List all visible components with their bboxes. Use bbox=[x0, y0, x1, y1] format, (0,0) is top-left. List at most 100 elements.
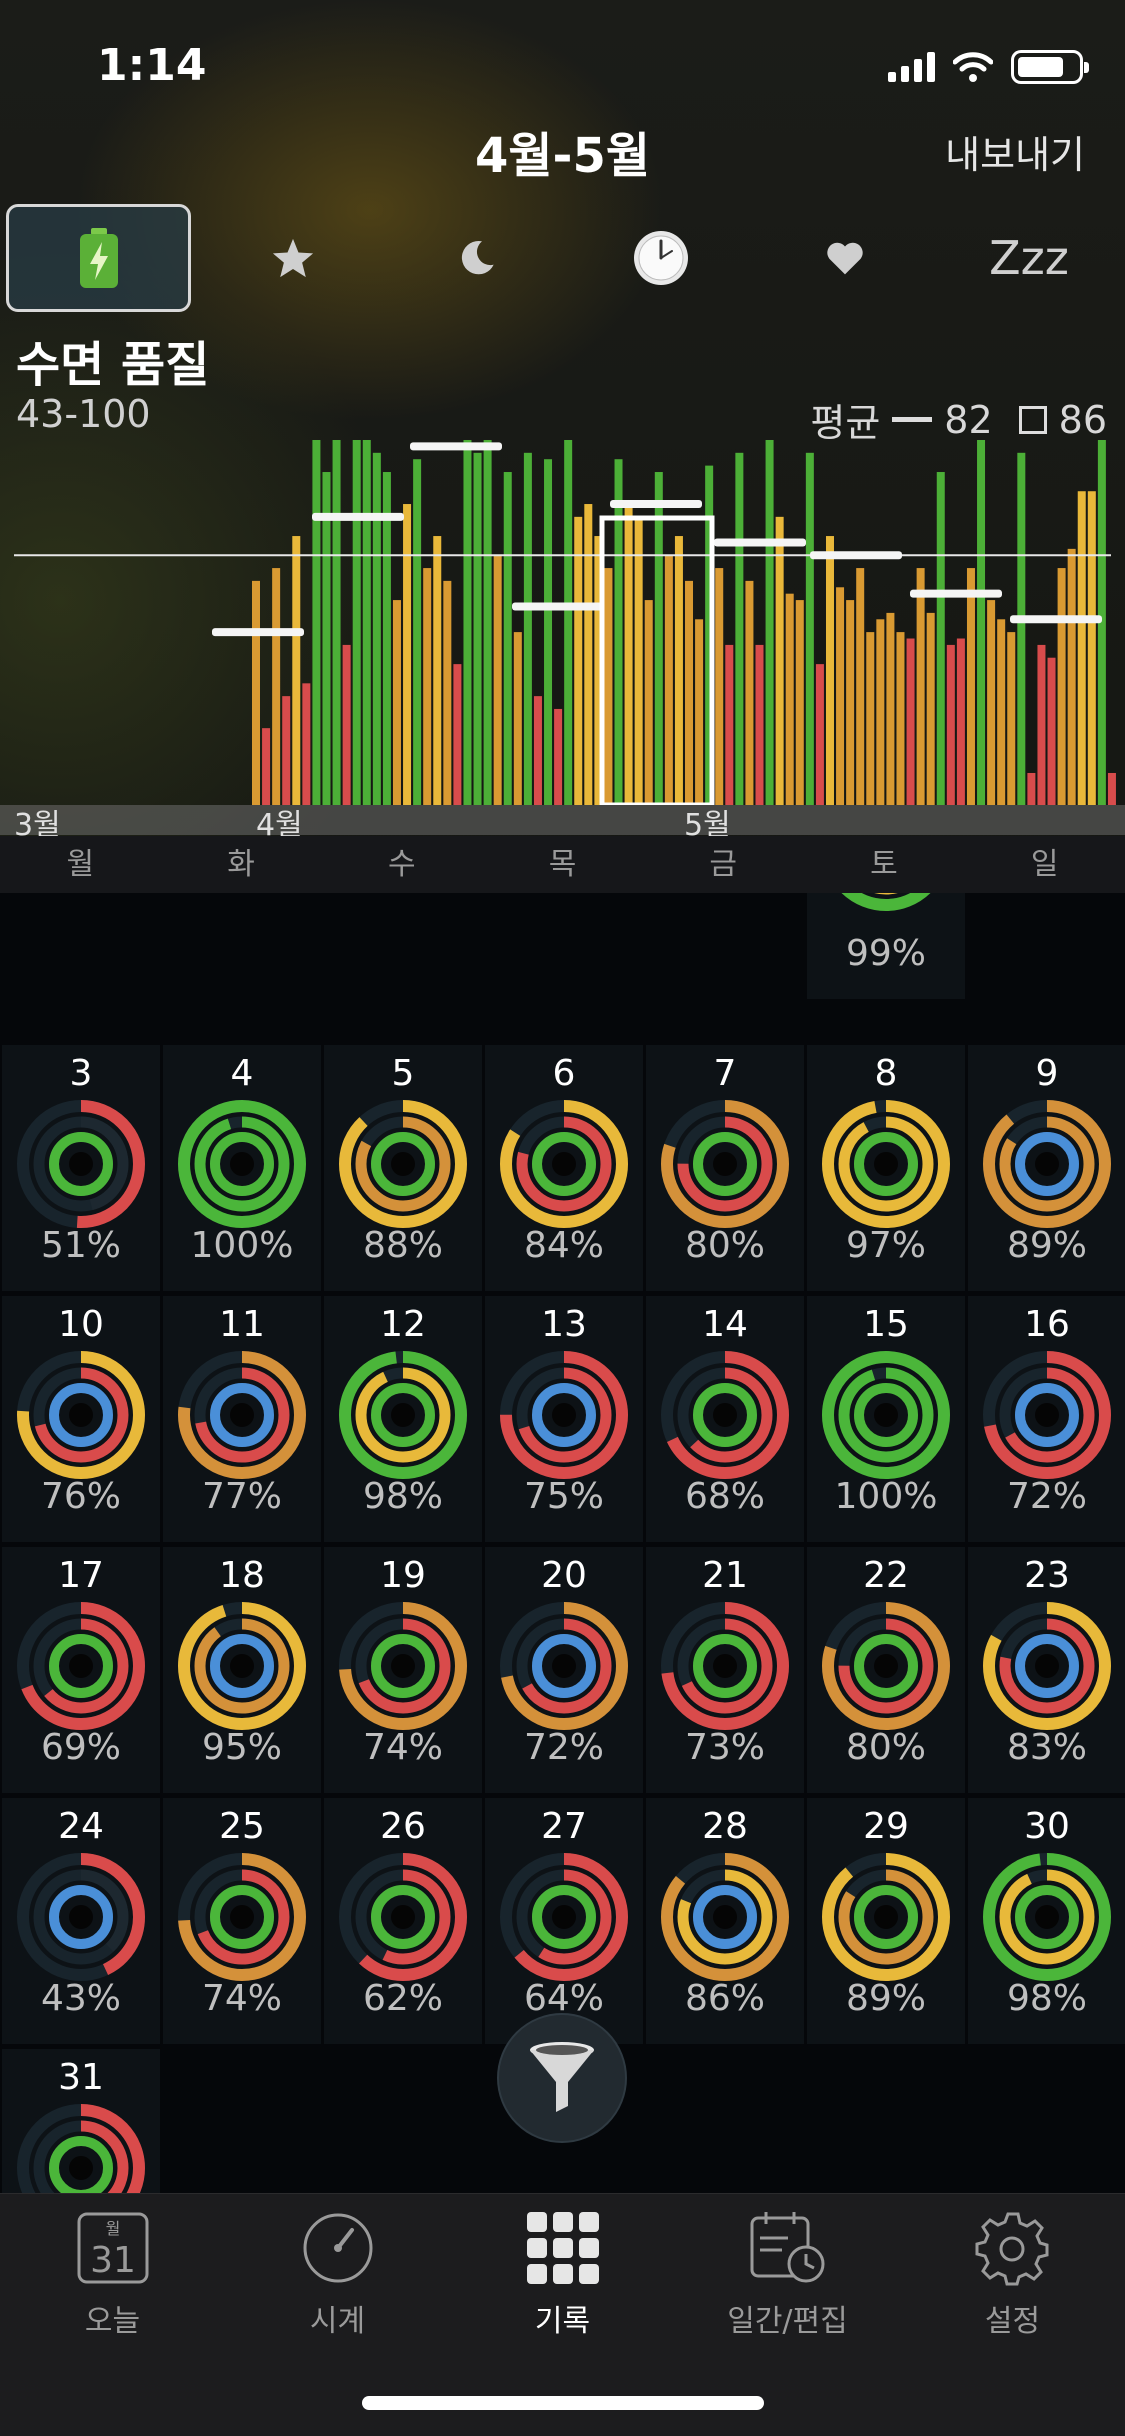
month-strip bbox=[0, 805, 1125, 835]
calendar-day-3[interactable]: 3 51% bbox=[2, 1045, 160, 1291]
tab-sleep-quality[interactable] bbox=[6, 204, 191, 312]
day-percent: 88% bbox=[362, 1225, 443, 1266]
calendar-clock-icon bbox=[750, 2212, 824, 2283]
tab-heart[interactable] bbox=[753, 204, 937, 312]
calendar-day-15[interactable]: 15 100% bbox=[807, 1296, 965, 1542]
calendar-day-2[interactable]: 99% bbox=[807, 893, 965, 999]
tab-daily-edit[interactable]: 일간/편집 bbox=[675, 2210, 900, 2340]
week-average-marker bbox=[610, 500, 702, 509]
day-number: 15 bbox=[863, 1304, 909, 1345]
tab-zzz[interactable]: Zzz bbox=[937, 204, 1121, 312]
chart-bar bbox=[866, 632, 875, 805]
average-box-icon bbox=[1018, 405, 1047, 434]
average-label: 평균 bbox=[810, 401, 881, 445]
calendar-day-13[interactable]: 13 75% bbox=[485, 1296, 643, 1542]
sleep-ring-icon bbox=[983, 1602, 1111, 1730]
calendar-day-27[interactable]: 27 64% bbox=[485, 1798, 643, 2044]
chart-bar bbox=[362, 440, 371, 805]
day-number: 17 bbox=[58, 1555, 104, 1596]
calendar-day-31[interactable]: 31 bbox=[2, 2049, 160, 2193]
calendar-day-16[interactable]: 16 72% bbox=[968, 1296, 1125, 1542]
chart-bar bbox=[755, 644, 764, 805]
chart-bar bbox=[1037, 644, 1046, 805]
day-percent: 77% bbox=[201, 1476, 282, 1517]
chart-bar bbox=[664, 555, 673, 805]
battery-icon bbox=[79, 228, 118, 288]
calendar-day-14[interactable]: 14 68% bbox=[646, 1296, 804, 1542]
chart-bar bbox=[523, 452, 532, 805]
chart-bar bbox=[312, 440, 321, 805]
calendar-day-30[interactable]: 30 98% bbox=[968, 1798, 1125, 2044]
chart-bar bbox=[473, 452, 482, 805]
export-button[interactable]: 내보내기 bbox=[945, 133, 1085, 177]
calendar-day-12[interactable]: 12 98% bbox=[324, 1296, 482, 1542]
tab-label: 설정 bbox=[984, 2304, 1041, 2339]
calendar-day-7[interactable]: 7 80% bbox=[646, 1045, 804, 1291]
calendar-day-29[interactable]: 29 89% bbox=[807, 1798, 965, 2044]
tab-today[interactable]: 월 31 오늘 bbox=[0, 2210, 225, 2340]
chart-bar bbox=[332, 440, 341, 805]
day-number: 3 bbox=[69, 1053, 93, 1094]
calendar-day-17[interactable]: 17 69% bbox=[2, 1547, 160, 1793]
tab-settings[interactable]: 설정 bbox=[900, 2210, 1125, 2340]
calendar-day-10[interactable]: 10 76% bbox=[2, 1296, 160, 1542]
day-percent: 98% bbox=[362, 1476, 443, 1517]
chart-bar bbox=[775, 516, 784, 805]
filter-button[interactable] bbox=[497, 2013, 627, 2143]
calendar-day-18[interactable]: 18 95% bbox=[163, 1547, 321, 1793]
day-number: 4 bbox=[230, 1053, 254, 1094]
calendar-day-4[interactable]: 4 100% bbox=[163, 1045, 321, 1291]
tab-clock-view[interactable]: 시계 bbox=[225, 2210, 450, 2340]
wifi-icon bbox=[953, 52, 993, 82]
chart-bar bbox=[433, 536, 442, 805]
tab-history[interactable]: 기록 bbox=[450, 2210, 675, 2340]
sleep-ring-icon bbox=[661, 1853, 789, 1981]
calendar-day-22[interactable]: 22 80% bbox=[807, 1547, 965, 1793]
day-percent: 76% bbox=[40, 1476, 121, 1517]
chart-bar bbox=[634, 516, 643, 805]
calendar-day-9[interactable]: 9 89% bbox=[968, 1045, 1125, 1291]
calendar-grid: 99% 3 51% 4 100% 5 88% 6 84% 7 80% 8 97% 9 89% 10 76% 11… bbox=[0, 893, 1125, 2193]
day-number: 29 bbox=[863, 1806, 909, 1847]
sleep-quality-chart[interactable] bbox=[0, 430, 1125, 805]
selected-week-box[interactable] bbox=[599, 515, 715, 805]
chart-bar bbox=[1067, 548, 1076, 805]
day-percent: 43% bbox=[40, 1978, 121, 2019]
calendar-day-5[interactable]: 5 88% bbox=[324, 1045, 482, 1291]
calendar-day-24[interactable]: 24 43% bbox=[2, 1798, 160, 2044]
day-percent: 99% bbox=[845, 933, 926, 974]
sleep-ring-icon bbox=[661, 1100, 789, 1228]
sleep-ring-icon bbox=[178, 1602, 306, 1730]
calendar-day-6[interactable]: 6 84% bbox=[485, 1045, 643, 1291]
chart-bar bbox=[272, 568, 281, 805]
grid-icon bbox=[526, 2212, 599, 2284]
home-indicator[interactable] bbox=[362, 2396, 764, 2410]
calendar-day-28[interactable]: 28 86% bbox=[646, 1798, 804, 2044]
calendar-day-25[interactable]: 25 74% bbox=[163, 1798, 321, 2044]
day-number: 8 bbox=[874, 1053, 898, 1094]
chart-bar bbox=[554, 708, 563, 805]
tab-moon[interactable] bbox=[385, 204, 569, 312]
chart-bar bbox=[997, 619, 1006, 805]
tab-clock[interactable] bbox=[569, 204, 753, 312]
day-percent: 73% bbox=[684, 1727, 765, 1768]
calendar-day-20[interactable]: 20 72% bbox=[485, 1547, 643, 1793]
day-number: 24 bbox=[58, 1806, 104, 1847]
tab-star[interactable] bbox=[201, 204, 385, 312]
sleep-ring-icon bbox=[661, 1351, 789, 1479]
calendar-day-23[interactable]: 23 83% bbox=[968, 1547, 1125, 1793]
signal-icon bbox=[888, 52, 935, 82]
day-percent: 98% bbox=[1006, 1978, 1087, 2019]
calendar-day-21[interactable]: 21 73% bbox=[646, 1547, 804, 1793]
chart-bar bbox=[513, 632, 522, 805]
calendar-day-8[interactable]: 8 97% bbox=[807, 1045, 965, 1291]
sleep-ring-icon bbox=[178, 1100, 306, 1228]
chart-bar bbox=[1017, 452, 1026, 805]
sleep-ring-icon bbox=[17, 1100, 145, 1228]
calendar-day-19[interactable]: 19 74% bbox=[324, 1547, 482, 1793]
star-icon bbox=[272, 238, 314, 278]
calendar-badge-month: 월 bbox=[105, 2219, 120, 2238]
weekday-thu: 목 bbox=[548, 847, 577, 882]
calendar-day-26[interactable]: 26 62% bbox=[324, 1798, 482, 2044]
calendar-day-11[interactable]: 11 77% bbox=[163, 1296, 321, 1542]
